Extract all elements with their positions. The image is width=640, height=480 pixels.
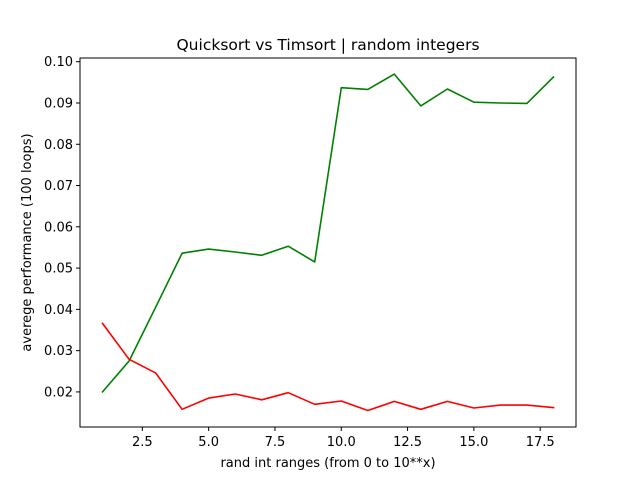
y-tick-label: 0.10 bbox=[44, 55, 73, 70]
y-tick-label: 0.09 bbox=[44, 96, 73, 111]
plot-area bbox=[101, 73, 555, 412]
x-tick-label: 15.0 bbox=[459, 435, 488, 450]
y-tick-label: 0.04 bbox=[44, 303, 73, 318]
chart-title: Quicksort vs Timsort | random integers bbox=[176, 36, 479, 54]
x-axis: 2.5 5.0 7.5 10.0 12.5 15.0 17.5 bbox=[132, 427, 555, 450]
series-line-2 bbox=[101, 322, 555, 412]
series-line-1 bbox=[101, 73, 555, 394]
x-tick-label: 10.0 bbox=[327, 435, 356, 450]
y-tick-label: 0.08 bbox=[44, 138, 73, 153]
x-tick-label: 12.5 bbox=[393, 435, 422, 450]
x-axis-label: rand int ranges (from 0 to 10**x) bbox=[220, 456, 435, 471]
x-tick-label: 2.5 bbox=[132, 435, 153, 450]
x-tick-label: 5.0 bbox=[198, 435, 219, 450]
y-axis: 0.02 0.03 0.04 0.05 0.06 0.07 0.08 0.09 0.10 bbox=[44, 55, 80, 400]
y-tick-label: 0.05 bbox=[44, 262, 73, 277]
y-tick-label: 0.03 bbox=[44, 344, 73, 359]
y-tick-label: 0.02 bbox=[44, 385, 73, 400]
x-tick-label: 17.5 bbox=[526, 435, 555, 450]
x-tick-label: 7.5 bbox=[265, 435, 286, 450]
y-tick-label: 0.07 bbox=[44, 179, 73, 194]
y-axis-label: averege performance (100 loops) bbox=[20, 133, 35, 351]
axes-frame bbox=[79, 57, 577, 428]
y-tick-label: 0.06 bbox=[44, 220, 73, 235]
